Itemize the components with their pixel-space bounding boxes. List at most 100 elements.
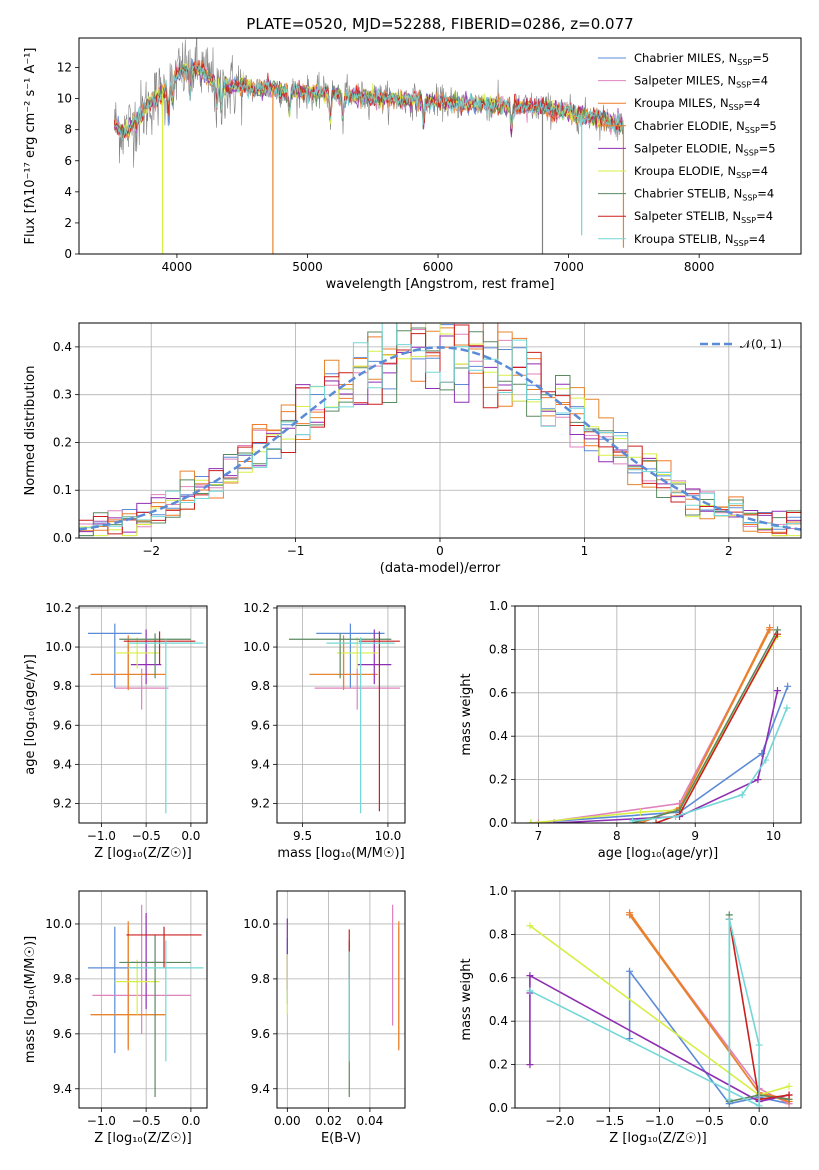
mass-weight-marker bbox=[755, 1102, 763, 1108]
legend-subscript: SSP bbox=[729, 103, 744, 112]
y-tick-label: 0.1 bbox=[53, 483, 72, 497]
plot-area bbox=[87, 904, 204, 1098]
y-tick-label: 9.6 bbox=[251, 1027, 270, 1041]
legend-count: =4 bbox=[751, 164, 768, 178]
mass-weight-marker bbox=[526, 987, 534, 995]
y-tick-label: 6 bbox=[64, 154, 72, 168]
y-tick-label: 0.8 bbox=[489, 927, 508, 941]
mass-weight-marker bbox=[636, 808, 644, 816]
legend-entry: Salpeter MILES, NSSP=4 bbox=[634, 74, 768, 90]
legend-entry: Chabrier STELIB, NSSP=4 bbox=[634, 187, 774, 203]
x-tick-label: −2.0 bbox=[545, 1114, 574, 1128]
plot-area bbox=[526, 909, 793, 1108]
y-tick-label: 0.2 bbox=[489, 1058, 508, 1072]
x-tick-label: −0.5 bbox=[132, 829, 161, 843]
mass-weight-marker bbox=[725, 1095, 733, 1103]
x-tick-label: 0.00 bbox=[274, 1114, 301, 1128]
x-tick-label: 0.0 bbox=[181, 829, 200, 843]
mass-weight-marker bbox=[785, 1091, 793, 1099]
x-tick-label: 8 bbox=[613, 829, 621, 843]
x-tick-label: −1 bbox=[287, 544, 305, 558]
mass-weight-marker bbox=[672, 812, 680, 820]
mass-weight-marker bbox=[754, 776, 762, 784]
mass-weight-line bbox=[554, 690, 779, 823]
x-tick-label: 0.02 bbox=[315, 1114, 342, 1128]
y-tick-label: 0.2 bbox=[53, 435, 72, 449]
x-tick-label: 9.5 bbox=[293, 829, 312, 843]
x-tick-label: −1.5 bbox=[595, 1114, 624, 1128]
y-tick-label: 4 bbox=[64, 185, 72, 199]
mass-weight-marker bbox=[526, 972, 534, 980]
y-tick-label: 10.2 bbox=[45, 601, 72, 615]
x-axis-label: Z [log₁₀(Z/Z☉)] bbox=[94, 846, 191, 861]
y-tick-label: 0.4 bbox=[53, 340, 72, 354]
mass-weight-marker bbox=[783, 704, 791, 712]
legend-subscript: SSP bbox=[742, 194, 757, 203]
mass-weight-marker bbox=[755, 1041, 763, 1049]
y-tick-label: 0.2 bbox=[489, 773, 508, 787]
plot-area bbox=[79, 323, 801, 537]
mass-weight-marker bbox=[725, 915, 733, 923]
x-tick-label: 0.04 bbox=[357, 1114, 384, 1128]
x-axis-label: Z [log₁₀(Z/Z☉)] bbox=[609, 1131, 706, 1146]
x-tick-label: 10.0 bbox=[375, 829, 402, 843]
y-tick-label: 0.0 bbox=[489, 1101, 508, 1115]
mass-weight-line bbox=[538, 629, 771, 823]
histogram-step bbox=[79, 323, 801, 529]
y-tick-label: 0.0 bbox=[489, 816, 508, 830]
x-tick-label: −1.0 bbox=[645, 1114, 674, 1128]
model-spectrum-line bbox=[114, 65, 624, 141]
x-tick-label: −1.0 bbox=[87, 1114, 116, 1128]
legend-entry: Kroupa STELIB, NSSP=4 bbox=[634, 232, 765, 248]
axes-frame bbox=[276, 890, 406, 1109]
mass-weight-marker bbox=[535, 819, 543, 823]
legend-entry: Chabrier ELODIE, NSSP=5 bbox=[634, 119, 777, 135]
panel-weight_vs_age: 7 8 9 10 0.0 0.2 0.4 0.6 0.8 1.0 age [log₁₀(age/yr… bbox=[459, 599, 802, 861]
y-tick-label: 9.4 bbox=[251, 1082, 270, 1096]
x-tick-label: 8000 bbox=[684, 260, 715, 274]
x-axis-label: (data-model)/error bbox=[380, 561, 501, 576]
mass-weight-marker bbox=[526, 1061, 534, 1069]
legend-count: =5 bbox=[759, 141, 776, 155]
x-tick-label: −1.0 bbox=[87, 829, 116, 843]
legend-count: =4 bbox=[751, 74, 768, 88]
legend-subscript: SSP bbox=[736, 171, 751, 180]
x-tick-label: −0.5 bbox=[695, 1114, 724, 1128]
legend-subscript: SSP bbox=[736, 81, 751, 90]
x-tick-label: −2 bbox=[142, 544, 160, 558]
panel-mass_vs_Z: −1.0 −0.5 0.0 9.4 9.6 9.8 10.0 Z [log₁₀(Z/Z☉)] m… bbox=[23, 890, 208, 1146]
x-tick-label: 1 bbox=[581, 544, 589, 558]
y-tick-label: 9.6 bbox=[251, 718, 270, 732]
panel-age_vs_mass: 9.5 10.0 9.2 9.4 9.6 9.8 10.0 10.2 mass [log₁₀(M… bbox=[243, 601, 406, 861]
y-tick-label: 1.0 bbox=[489, 884, 508, 898]
mass-weight-marker bbox=[785, 1082, 793, 1090]
figure-title: PLATE=0520, MJD=52288, FIBERID=0286, z=0… bbox=[246, 15, 633, 33]
legend-subscript: SSP bbox=[744, 148, 759, 157]
y-axis-label: mass weight bbox=[459, 958, 474, 1040]
mass-weight-line bbox=[529, 919, 760, 1108]
y-tick-label: 1.0 bbox=[489, 599, 508, 613]
y-tick-label: 9.2 bbox=[53, 796, 72, 810]
y-tick-label: 9.4 bbox=[53, 1082, 72, 1096]
legend-subscript: SSP bbox=[745, 126, 760, 135]
mass-weight-marker bbox=[762, 756, 770, 764]
axes-frame bbox=[78, 322, 802, 539]
mass-weight-marker bbox=[527, 819, 535, 823]
y-tick-label: 9.8 bbox=[53, 679, 72, 693]
plot-area bbox=[527, 624, 792, 823]
panel-residuals: −2 −1 0 1 2 0.0 0.1 0.2 0.3 0.4 (data-model)/error… bbox=[23, 322, 802, 576]
y-tick-label: 2 bbox=[64, 216, 72, 230]
y-tick-label: 9.8 bbox=[251, 679, 270, 693]
mass-weight-marker bbox=[773, 630, 781, 638]
mass-weight-marker bbox=[766, 626, 774, 634]
mass-weight-marker bbox=[652, 819, 660, 823]
x-tick-label: 7000 bbox=[553, 260, 584, 274]
x-tick-label: 9 bbox=[691, 829, 699, 843]
y-axis-label: Flux [fλ10⁻¹⁷ erg cm⁻² s⁻¹ A⁻¹] bbox=[23, 48, 38, 245]
y-tick-label: 10.0 bbox=[243, 917, 270, 931]
x-axis-label: wavelength [Angstrom, rest frame] bbox=[326, 277, 555, 292]
legend-count: =5 bbox=[752, 51, 769, 65]
mass-weight-line bbox=[632, 707, 788, 822]
mass-weight-marker bbox=[626, 967, 634, 975]
